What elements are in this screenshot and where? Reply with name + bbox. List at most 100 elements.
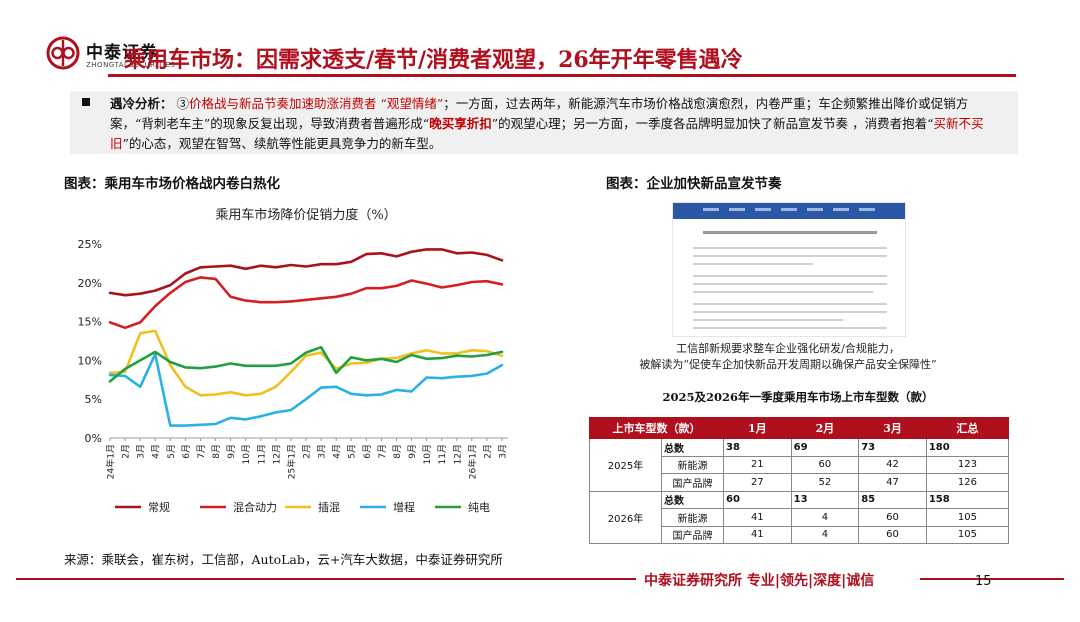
doc-nav-bar — [673, 203, 905, 219]
figure-left-title: 图表：乘用车市场价格战内卷白热化 — [64, 176, 280, 192]
value-cell: 85 — [858, 490, 927, 509]
x-tick-label: 6月 — [362, 444, 373, 459]
table-row: 国产品牌 41 4 60 105 — [590, 525, 1010, 544]
x-tick-label: 7月 — [377, 444, 388, 459]
analysis-segment: ”的心态，观望在智驾、续航等性能更具竞争力的新车型。 — [122, 136, 442, 151]
value-cell: 41 — [723, 508, 792, 527]
x-tick-label: 24年1月 — [105, 444, 117, 479]
table-header-cell: 2月 — [790, 417, 860, 439]
y-tick-label: 5% — [85, 393, 102, 406]
year-cell: 2026年 — [589, 490, 662, 544]
x-tick-label: 11月 — [437, 444, 448, 464]
value-cell: 105 — [925, 525, 1010, 544]
analysis-box: 遇冷分析： ③价格战与新品节奏加速助涨消费者 “观望情绪”；一方面，过去两年，新… — [70, 91, 1018, 154]
value-cell: 27 — [723, 473, 792, 492]
analysis-label: 遇冷分析： — [110, 96, 173, 111]
value-cell: 69 — [790, 438, 860, 457]
y-tick-label: 0% — [85, 432, 102, 445]
y-tick-label: 25% — [78, 238, 102, 251]
logo-text-en: ZHONGTAI SECURITIES — [86, 61, 176, 69]
source-note: 来源：乘联会，崔东树，工信部，AutoLab，云+汽车大数据，中泰证券研究所 — [64, 552, 503, 567]
series-line-增程 — [108, 352, 504, 427]
footer-divider-left — [16, 578, 636, 580]
value-cell: 60 — [723, 490, 792, 509]
y-tick-label: 10% — [78, 354, 102, 367]
logo-mark-icon — [46, 36, 80, 70]
x-tick-label: 11月 — [256, 444, 267, 464]
x-tick-label: 3月 — [498, 444, 509, 459]
x-tick-label: 8月 — [392, 444, 403, 459]
table-header-cell: 上市车型数（款） — [589, 417, 724, 439]
x-tick-label: 6月 — [181, 444, 192, 459]
x-tick-label: 4月 — [151, 444, 162, 459]
x-tick-label: 7月 — [196, 444, 207, 459]
x-tick-label: 9月 — [226, 444, 237, 459]
x-tick-label: 25年1月 — [285, 444, 297, 479]
slide-title: 乘用车市场：因需求透支/春节/消费者观望，26年开年零售遇冷 — [124, 47, 743, 73]
footer-slogan: 中泰证券研究所 专业|领先|深度|诚信 — [644, 573, 875, 589]
value-cell: 60 — [858, 508, 927, 527]
analysis-segment: ”的观望心理；另一方面，一季度各品牌明显加快了新品宣发节奏 ，消费者抱着“ — [491, 116, 934, 131]
title-underline — [108, 74, 1016, 77]
x-tick-label: 5月 — [347, 444, 358, 459]
price-promotion-line-chart: 乘用车市场降价促销力度（%） 0% 5% 10% 15% 20% 25% 24年1月 2月 3月 4… — [78, 207, 509, 514]
series-line-混合动力 — [108, 276, 504, 330]
analysis-segment: 晚买享折扣 — [429, 116, 492, 131]
table-header-cell: 1月 — [723, 417, 792, 439]
row-label-cell: 新能源 — [661, 455, 724, 474]
figure-right-title: 图表：企业加快新品宣发节奏 — [606, 176, 782, 192]
new-models-table: 上市车型数（款） 1月 2月 3月 汇总 2025年 总数 38 69 73 180 新能源 21 60 4… — [589, 417, 1010, 544]
value-cell: 47 — [858, 473, 927, 492]
series-line-纯电 — [108, 345, 504, 383]
row-label-cell: 总数 — [661, 490, 724, 509]
x-tick-label: 8月 — [211, 444, 222, 459]
x-tick-label: 3月 — [136, 444, 147, 459]
x-tick-label: 2月 — [302, 444, 313, 459]
x-tick-label: 3月 — [317, 444, 328, 459]
year-cell: 2025年 — [589, 438, 662, 492]
value-cell: 38 — [723, 438, 792, 457]
value-cell: 158 — [925, 490, 1010, 509]
value-cell: 13 — [790, 490, 860, 509]
value-cell: 4 — [790, 525, 860, 544]
value-cell: 180 — [925, 438, 1010, 457]
legend-label: 增程 — [393, 500, 415, 514]
table-row: 2025年 总数 38 69 73 180 — [589, 438, 1010, 492]
x-tick-label: 26年1月 — [466, 444, 478, 479]
value-cell: 60 — [858, 525, 927, 544]
legend-label: 常规 — [148, 500, 170, 514]
series-line-插混 — [108, 329, 504, 397]
table-header-cell: 汇总 — [925, 417, 1010, 439]
value-cell: 105 — [925, 508, 1010, 527]
legend-label: 混合动力 — [233, 500, 277, 514]
x-tick-label: 10月 — [422, 444, 433, 464]
row-label-cell: 国产品牌 — [661, 473, 724, 492]
caption-line-2: 被解读为“促使车企加快新品开发周期以确保产品安全保障性” — [639, 358, 937, 371]
value-cell: 123 — [925, 455, 1010, 474]
x-tick-label: 5月 — [166, 444, 177, 459]
legend-label: 插混 — [318, 500, 340, 514]
analysis-segment: 买新不买旧 — [110, 116, 984, 151]
x-tick-label: 2月 — [482, 444, 493, 459]
row-label-cell: 国产品牌 — [661, 525, 724, 544]
document-caption: 工信部新规要求整车企业强化研发/合规能力， 被解读为“促使车企加快新品开发周期以… — [598, 341, 978, 373]
table-row: 新能源 21 60 42 123 — [590, 455, 1010, 474]
value-cell: 52 — [790, 473, 860, 492]
analysis-text: 遇冷分析： ③价格战与新品节奏加速助涨消费者 “观望情绪”；一方面，过去两年，新… — [110, 94, 1010, 154]
table-row: 国产品牌 27 52 47 126 — [590, 473, 1010, 492]
value-cell: 41 — [723, 525, 792, 544]
y-tick-label: 15% — [78, 316, 102, 329]
value-cell: 42 — [858, 455, 927, 474]
miit-document-thumbnail — [672, 202, 906, 337]
y-tick-label: 20% — [78, 277, 102, 290]
x-tick-label: 10月 — [241, 444, 252, 464]
caption-line-1: 工信部新规要求整车企业强化研发/合规能力， — [676, 342, 900, 355]
analysis-segment: ；一方面，过去两年，新能源汽车市场价格战愈演愈烈，内卷严重；车企频繁推出降价或促… — [110, 96, 969, 131]
value-cell: 73 — [858, 438, 927, 457]
row-label-cell: 总数 — [661, 438, 724, 457]
analysis-segment: 价格战与新品节奏加速助涨消费者 “观望情绪” — [189, 96, 444, 111]
table-title: 2025及2026年一季度乘用车市场上市车型数（款） — [662, 390, 934, 404]
footer-divider-right — [920, 578, 1064, 580]
series-line-常规 — [108, 248, 504, 297]
value-cell: 126 — [925, 473, 1010, 492]
